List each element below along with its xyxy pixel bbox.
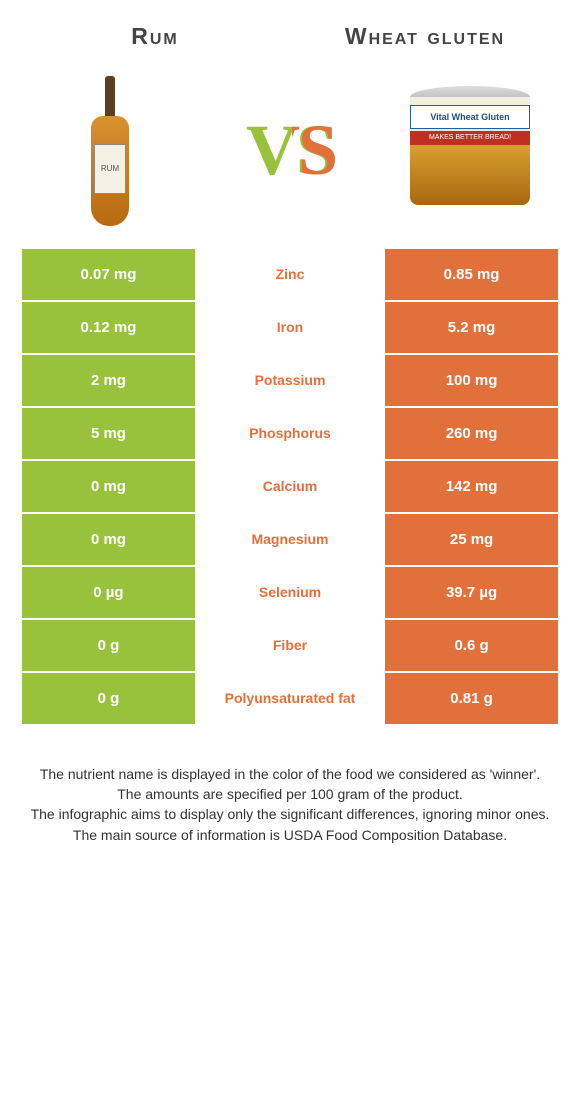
- nutrient-name: Calcium: [195, 461, 385, 512]
- footnote-line: The nutrient name is displayed in the co…: [26, 764, 554, 784]
- footnote-line: The infographic aims to display only the…: [26, 804, 554, 824]
- can-label-2: MAKES BETTER BREAD!: [410, 131, 530, 145]
- nutrient-name: Polyunsaturated fat: [195, 673, 385, 724]
- right-value: 5.2 mg: [385, 302, 558, 353]
- footnote-line: The main source of information is USDA F…: [26, 825, 554, 845]
- left-value: 0 µg: [22, 567, 195, 618]
- table-row: 5 mgPhosphorus260 mg: [22, 408, 558, 459]
- table-row: 2 mgPotassium100 mg: [22, 355, 558, 406]
- nutrient-name: Iron: [195, 302, 385, 353]
- nutrient-name: Selenium: [195, 567, 385, 618]
- bottle-label: RUM: [94, 144, 126, 194]
- left-product-image: RUM: [40, 71, 180, 231]
- table-row: 0.07 mgZinc0.85 mg: [22, 249, 558, 300]
- vs-label: VS: [246, 109, 334, 192]
- table-row: 0 gPolyunsaturated fat0.81 g: [22, 673, 558, 724]
- right-value: 0.85 mg: [385, 249, 558, 300]
- can-label-1: Vital Wheat Gluten: [410, 105, 530, 129]
- nutrient-name: Magnesium: [195, 514, 385, 565]
- right-value: 0.6 g: [385, 620, 558, 671]
- left-value: 0.12 mg: [22, 302, 195, 353]
- right-title: Wheat gluten: [290, 22, 560, 51]
- table-row: 0 mgCalcium142 mg: [22, 461, 558, 512]
- left-title: Rum: [20, 22, 290, 51]
- hero: RUM VS Vital Wheat Gluten MAKES BETTER B…: [0, 61, 580, 249]
- footnote-line: The amounts are specified per 100 gram o…: [26, 784, 554, 804]
- left-value: 0 g: [22, 673, 195, 724]
- nutrient-name: Fiber: [195, 620, 385, 671]
- right-value: 142 mg: [385, 461, 558, 512]
- footnotes: The nutrient name is displayed in the co…: [0, 726, 580, 845]
- left-value: 2 mg: [22, 355, 195, 406]
- left-value: 5 mg: [22, 408, 195, 459]
- table-row: 0 mgMagnesium25 mg: [22, 514, 558, 565]
- left-value: 0.07 mg: [22, 249, 195, 300]
- right-value: 39.7 µg: [385, 567, 558, 618]
- header: Rum Wheat gluten: [0, 0, 580, 61]
- gluten-can-icon: Vital Wheat Gluten MAKES BETTER BREAD!: [405, 86, 535, 216]
- right-product-image: Vital Wheat Gluten MAKES BETTER BREAD!: [400, 71, 540, 231]
- right-value: 25 mg: [385, 514, 558, 565]
- rum-bottle-icon: RUM: [91, 76, 129, 226]
- right-value: 100 mg: [385, 355, 558, 406]
- left-value: 0 g: [22, 620, 195, 671]
- table-row: 0.12 mgIron5.2 mg: [22, 302, 558, 353]
- comparison-table: 0.07 mgZinc0.85 mg0.12 mgIron5.2 mg2 mgP…: [0, 249, 580, 724]
- table-row: 0 gFiber0.6 g: [22, 620, 558, 671]
- table-row: 0 µgSelenium39.7 µg: [22, 567, 558, 618]
- left-value: 0 mg: [22, 514, 195, 565]
- nutrient-name: Phosphorus: [195, 408, 385, 459]
- nutrient-name: Potassium: [195, 355, 385, 406]
- right-value: 260 mg: [385, 408, 558, 459]
- right-value: 0.81 g: [385, 673, 558, 724]
- left-value: 0 mg: [22, 461, 195, 512]
- nutrient-name: Zinc: [195, 249, 385, 300]
